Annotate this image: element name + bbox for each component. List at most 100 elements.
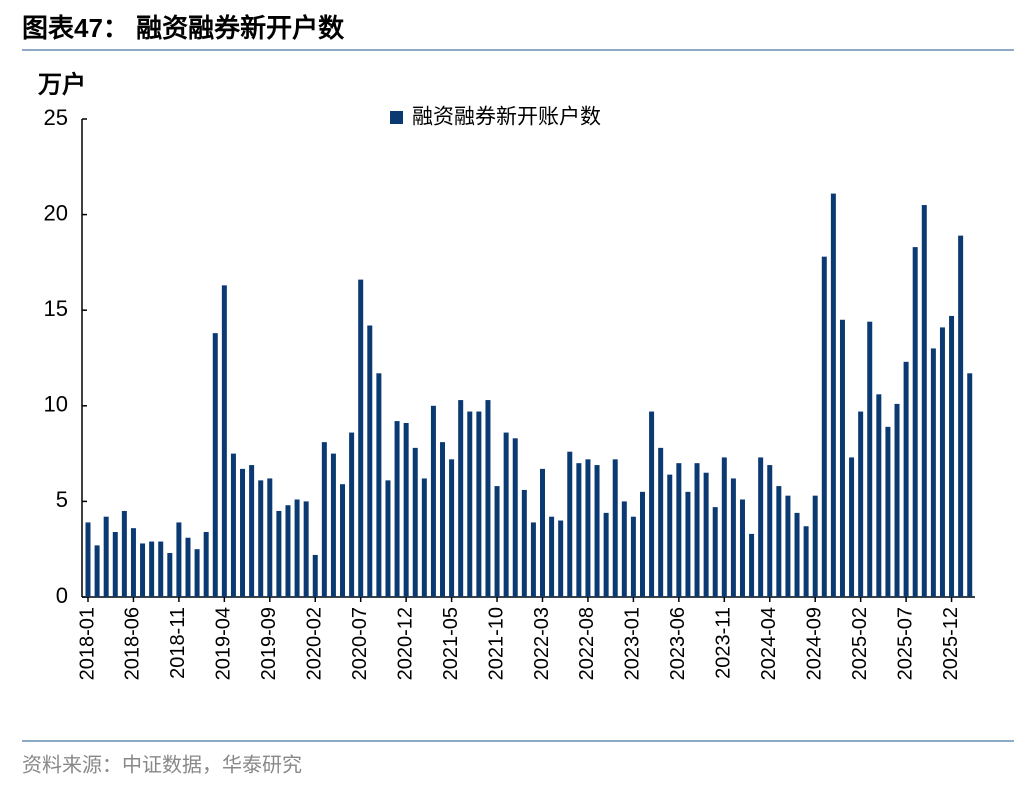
bar — [149, 541, 155, 597]
bar — [812, 495, 818, 597]
bar — [712, 507, 718, 597]
bar — [903, 361, 909, 597]
bar — [349, 432, 355, 597]
bar — [585, 459, 591, 597]
y-tick-label: 20 — [44, 200, 68, 225]
bar — [794, 512, 800, 597]
bar — [921, 205, 927, 598]
bar — [849, 457, 855, 597]
bar — [558, 520, 564, 597]
bar — [294, 499, 300, 597]
bar — [94, 545, 100, 597]
bar — [212, 333, 218, 597]
x-tick-label: 2018-01 — [76, 607, 98, 680]
y-tick-label: 5 — [56, 487, 68, 512]
bar — [567, 451, 573, 597]
bar — [203, 531, 209, 597]
bar — [103, 516, 109, 597]
x-tick-label: 2023-01 — [622, 607, 644, 680]
bar — [194, 549, 200, 597]
bar — [621, 501, 627, 597]
bar — [421, 478, 427, 597]
bar — [721, 457, 727, 597]
x-tick-label: 2025-07 — [894, 607, 916, 680]
bar — [758, 457, 764, 597]
x-tick-label: 2018-06 — [122, 607, 144, 680]
bar — [694, 463, 700, 597]
bar — [930, 348, 936, 597]
bar — [839, 319, 845, 597]
bar — [630, 516, 636, 597]
bar — [240, 468, 246, 597]
bar — [967, 373, 973, 597]
bar — [939, 327, 945, 597]
bar — [658, 447, 664, 597]
bar — [458, 400, 464, 597]
bar — [612, 459, 618, 597]
bar — [894, 403, 900, 597]
bar — [376, 373, 382, 597]
x-tick-label: 2022-03 — [531, 607, 553, 680]
x-tick-label: 2020-07 — [349, 607, 371, 680]
bar — [267, 478, 273, 597]
bar — [158, 541, 164, 597]
y-axis-label: 万户 — [38, 70, 86, 98]
bar — [949, 315, 955, 597]
source: 资料来源：中证数据，华泰研究 — [22, 753, 302, 776]
y-tick-label: 15 — [44, 296, 68, 321]
bar — [176, 522, 182, 597]
x-tick-label: 2020-02 — [304, 607, 326, 680]
bar — [312, 554, 318, 597]
bar — [821, 256, 827, 597]
bar — [676, 463, 682, 597]
bar — [321, 442, 327, 597]
bar — [530, 522, 536, 597]
bar — [549, 516, 555, 597]
x-tick-label: 2021-10 — [485, 607, 507, 680]
x-tick-label: 2019-09 — [258, 607, 280, 680]
legend-swatch — [390, 111, 403, 124]
bar — [276, 510, 282, 597]
bar — [249, 465, 255, 597]
x-tick-label: 2018-11 — [167, 607, 189, 679]
bar — [703, 472, 709, 597]
bar — [594, 465, 600, 597]
bar — [258, 480, 264, 597]
bar — [803, 526, 809, 597]
bar — [330, 453, 336, 597]
bar — [785, 495, 791, 597]
bar — [730, 478, 736, 597]
bar — [685, 491, 691, 597]
bar — [885, 426, 891, 597]
bar — [230, 453, 236, 597]
bar — [767, 465, 773, 597]
bar — [467, 411, 473, 597]
bar — [867, 321, 873, 597]
x-tick-label: 2021-05 — [440, 607, 462, 680]
x-tick-label: 2023-06 — [667, 607, 689, 680]
x-tick-label: 2025-02 — [849, 607, 871, 680]
x-tick-label: 2020-12 — [394, 607, 416, 680]
chart-title: 图表47： 融资融券新开户数 — [22, 13, 345, 43]
bar — [512, 438, 518, 597]
bar — [403, 423, 409, 597]
bar — [576, 463, 582, 597]
bar — [958, 235, 964, 597]
bar — [303, 501, 309, 597]
bar — [749, 533, 755, 597]
bar — [521, 489, 527, 597]
y-tick-label: 25 — [44, 105, 68, 130]
bar — [221, 285, 227, 597]
bar — [912, 247, 918, 597]
x-tick-label: 2024-04 — [758, 607, 780, 680]
x-tick-label: 2022-08 — [576, 607, 598, 680]
bar — [340, 484, 346, 597]
bar — [776, 486, 782, 597]
bar — [130, 528, 136, 597]
bar — [449, 459, 455, 597]
x-tick-label: 2024-09 — [803, 607, 825, 680]
bar — [739, 499, 745, 597]
bar — [639, 491, 645, 597]
bar — [830, 193, 836, 597]
